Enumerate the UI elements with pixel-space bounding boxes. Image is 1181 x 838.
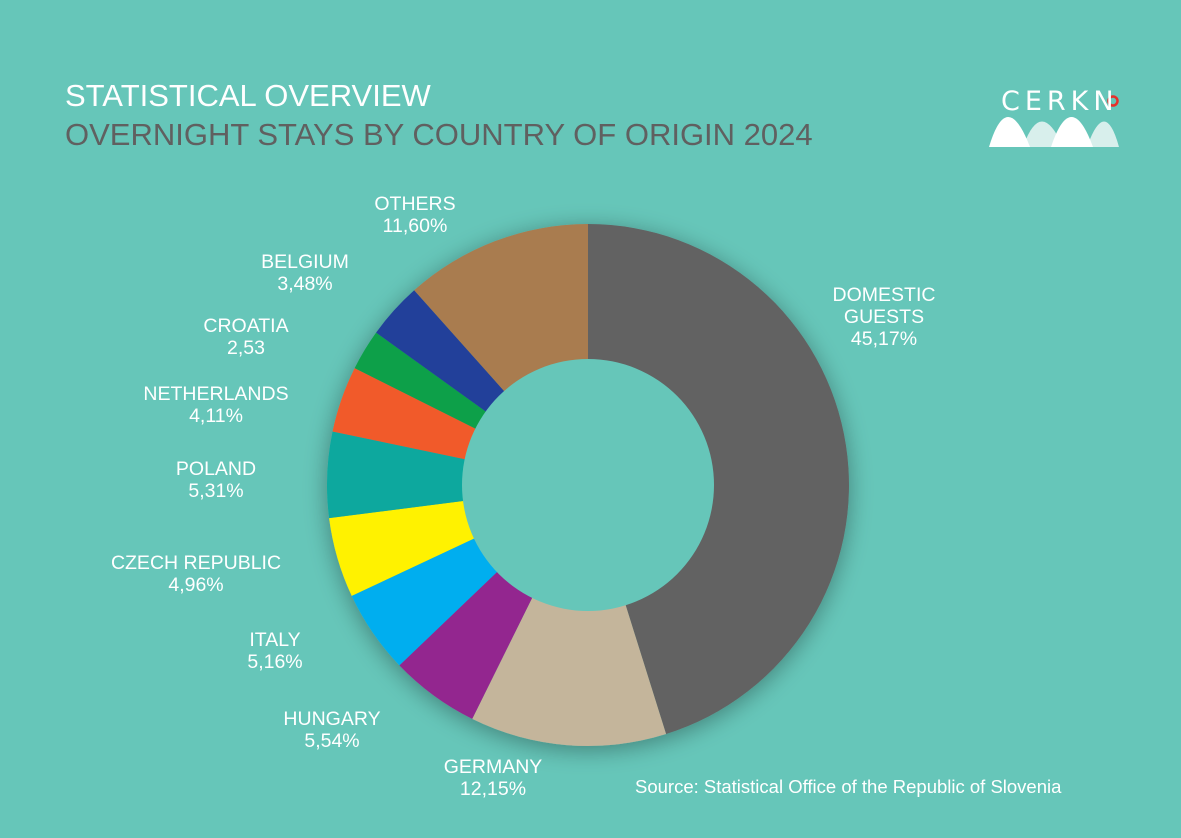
label-name: POLAND [175,458,257,480]
slice-germany [472,485,667,746]
label-name: DOMESTIC GUESTS [832,284,936,328]
label-poland: POLAND 5,31% [176,458,256,502]
logo-hills-icon [989,95,1119,147]
label-name: BELGIUM [261,251,349,273]
donut-hole [462,359,714,611]
cerkno-logo: CERKN [985,84,1125,154]
label-name: CROATIA [203,315,289,337]
label-name: CZECH REPUBLIC [110,552,282,574]
logo-text: CERKN [1001,86,1119,117]
label-value: 12,15% [459,778,527,800]
label-croatia: CROATIA 2,53 [203,315,288,359]
label-name: OTHERS [374,193,456,215]
label-value: 3,48% [277,273,333,295]
label-germany: GERMANY 12,15% [444,756,543,800]
label-value: 5,16% [247,651,303,673]
label-belgium: BELGIUM 3,48% [261,251,349,295]
label-domestic: DOMESTIC GUESTS 45,17% [833,284,936,350]
label-name: GERMANY [443,756,543,778]
label-netherlands: NETHERLANDS 4,11% [143,383,288,427]
label-value: 2,53 [227,337,265,359]
slice-poland [327,431,588,519]
label-name: NETHERLANDS [143,383,289,405]
chart-title: STATISTICAL OVERVIEW [65,78,431,113]
slice-domestic-guests [588,224,849,735]
label-value: 4,96% [168,574,224,596]
label-value: 45,17% [850,328,918,350]
label-name: HUNGARY [283,708,381,730]
label-value: 11,60% [382,215,448,237]
label-czech-republic: CZECH REPUBLIC 4,96% [111,552,281,596]
label-value: 5,54% [304,730,360,752]
label-value: 4,11% [189,405,243,427]
chart-subtitle: OVERNIGHT STAYS BY COUNTRY OF ORIGIN 202… [65,117,813,152]
label-others: OTHERS 11,60% [374,193,455,237]
label-value: 5,31% [188,480,244,502]
label-name: ITALY [249,629,301,651]
source-note: Source: Statistical Office of the Republ… [635,776,1062,797]
label-hungary: HUNGARY 5,54% [283,708,380,752]
label-italy: ITALY 5,16% [247,629,302,673]
